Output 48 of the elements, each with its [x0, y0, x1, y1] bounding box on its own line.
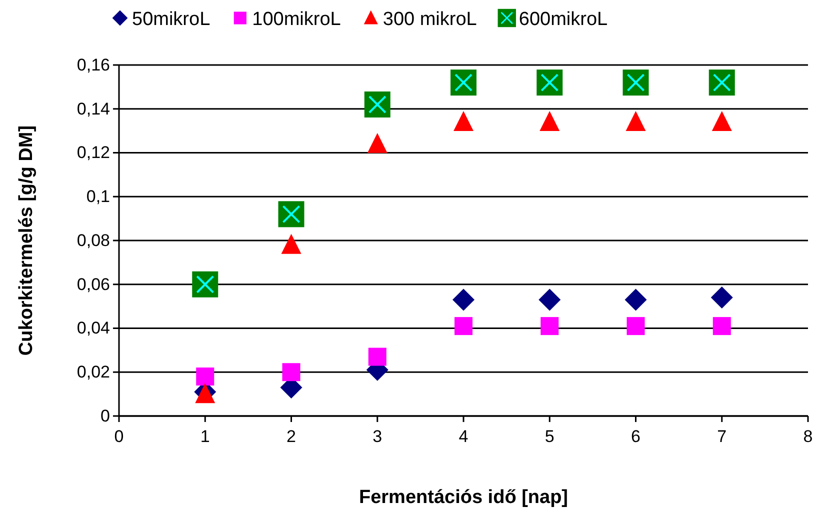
x-tick-label: 6	[631, 427, 640, 446]
legend-label: 50mikroL	[132, 9, 210, 30]
point	[536, 70, 563, 96]
legend-label: 600mikroL	[518, 9, 608, 30]
point	[454, 111, 474, 132]
y-tick-label: 0,14	[76, 99, 110, 118]
point	[622, 70, 649, 96]
y-tick-label: 0	[100, 406, 110, 426]
x-tick-label: 8	[803, 427, 813, 446]
y-tick-label: 0,1	[86, 187, 110, 206]
point	[278, 201, 304, 228]
point	[626, 317, 645, 336]
point	[710, 286, 733, 309]
point	[452, 288, 474, 311]
point	[364, 91, 390, 118]
y-tick-label: 0,16	[76, 55, 110, 74]
point	[708, 70, 735, 96]
x-axis-title: Fermentációs idő [nap]	[358, 487, 568, 508]
x-tick-label: 2	[286, 427, 296, 446]
point	[624, 288, 647, 311]
y-tick-label: 0,08	[76, 230, 110, 250]
point	[450, 70, 476, 96]
point	[454, 317, 472, 336]
x-tick-label: 4	[458, 427, 468, 446]
point	[538, 288, 561, 311]
y-tick-label: 0,06	[76, 274, 110, 294]
point	[626, 111, 646, 132]
x-tick-label: 0	[114, 427, 124, 446]
y-axis-title: Cukorkitermelés [g/g DM]	[16, 125, 37, 356]
x-tick-label: 7	[717, 427, 727, 446]
point	[712, 317, 731, 336]
x-tick-label: 1	[200, 427, 210, 446]
y-tick-label: 0,04	[76, 318, 110, 338]
legend-label: 300 mikroL	[382, 9, 477, 30]
point	[282, 363, 300, 382]
point	[540, 317, 559, 336]
y-tick-label: 0,12	[76, 143, 110, 162]
point	[368, 348, 386, 366]
point	[192, 271, 218, 298]
x-tick-label: 3	[372, 427, 382, 446]
point	[367, 132, 388, 153]
point	[712, 111, 732, 132]
point	[540, 111, 560, 132]
x-tick-label: 5	[544, 427, 554, 446]
point	[196, 368, 214, 386]
point	[281, 234, 302, 254]
y-tick-label: 0,02	[76, 362, 110, 382]
legend-label: 100mikroL	[252, 9, 341, 30]
